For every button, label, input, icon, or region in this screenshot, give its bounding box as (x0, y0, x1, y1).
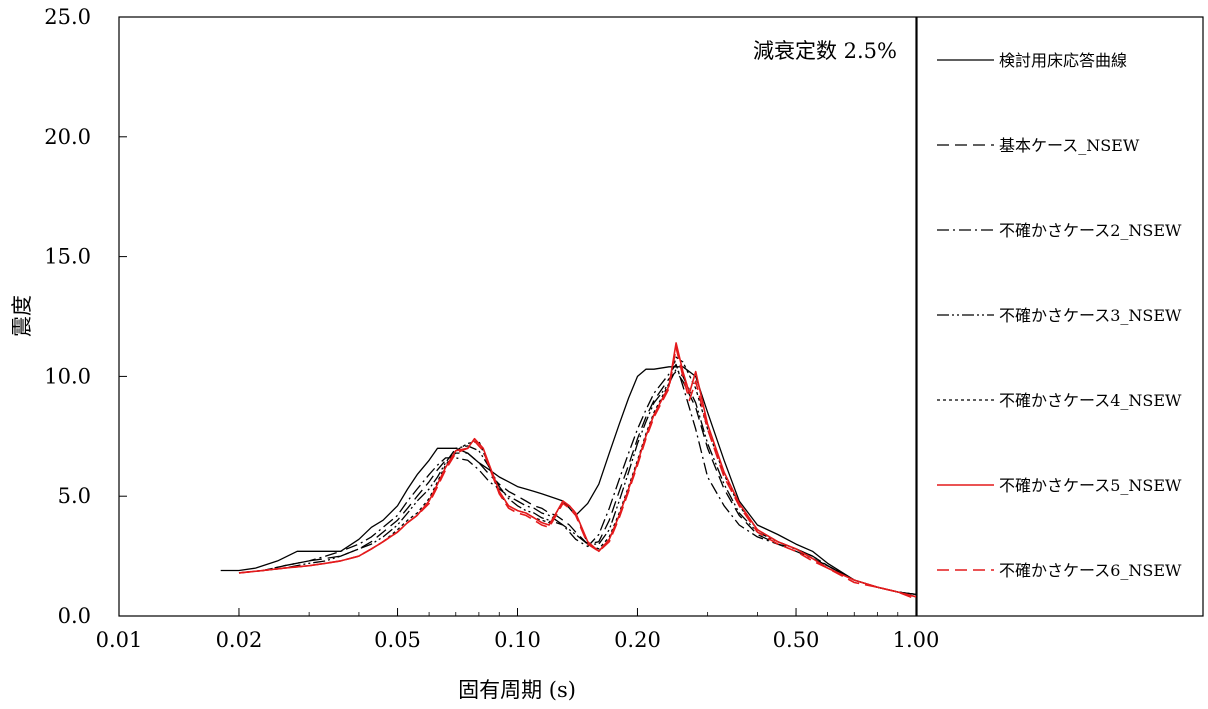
y-tick-label: 25.0 (44, 5, 91, 29)
legend-frame (916, 16, 1204, 617)
series-line-7 (238, 346, 917, 600)
legend-label: 不確かさケース3_NSEW (999, 306, 1182, 325)
legend-label: 不確かさケース5_NSEW (999, 476, 1182, 495)
series-layer (220, 342, 917, 600)
series-line-3 (238, 363, 917, 596)
x-tick-label: 0.20 (614, 628, 661, 652)
plot-frame (118, 16, 917, 617)
series-line-2 (238, 370, 917, 596)
legend-label: 基本ケース_NSEW (999, 136, 1140, 155)
y-tick-label: 5.0 (58, 484, 91, 508)
y-tick-label: 0.0 (58, 604, 91, 628)
x-axis-label: 固有周期 (s) (458, 678, 576, 702)
legend-label: 不確かさケース4_NSEW (999, 391, 1182, 410)
y-tick-label: 20.0 (44, 125, 91, 149)
y-axis: 0.0 5.0 10.0 15.0 20.0 25.0 (44, 5, 127, 628)
x-tick-label: 0.10 (494, 628, 541, 652)
plot-area: 0.01 0.02 0.05 0.10 0.20 0.50 1.00 0.0 5.0 10.0 1… (44, 5, 939, 652)
legend-label: 検討用床応答曲線 (999, 51, 1127, 70)
legend-label: 不確かさケース6_NSEW (999, 561, 1182, 580)
x-tick-label: 0.02 (216, 628, 263, 652)
x-tick-label: 0.50 (773, 628, 820, 652)
annotation-damping: 減衰定数 2.5% (753, 39, 897, 63)
x-tick-label: 0.01 (96, 628, 143, 652)
x-axis: 0.01 0.02 0.05 0.10 0.20 0.50 1.00 (96, 608, 940, 652)
y-tick-label: 10.0 (44, 364, 91, 388)
legend-label: 不確かさケース2_NSEW (999, 221, 1182, 240)
y-tick-label: 15.0 (44, 245, 91, 269)
x-tick-label: 1.00 (893, 628, 940, 652)
series-line-4 (238, 368, 917, 596)
y-axis-label: 震度 (10, 295, 34, 337)
series-line-1 (220, 366, 917, 596)
x-tick-label: 0.05 (374, 628, 421, 652)
